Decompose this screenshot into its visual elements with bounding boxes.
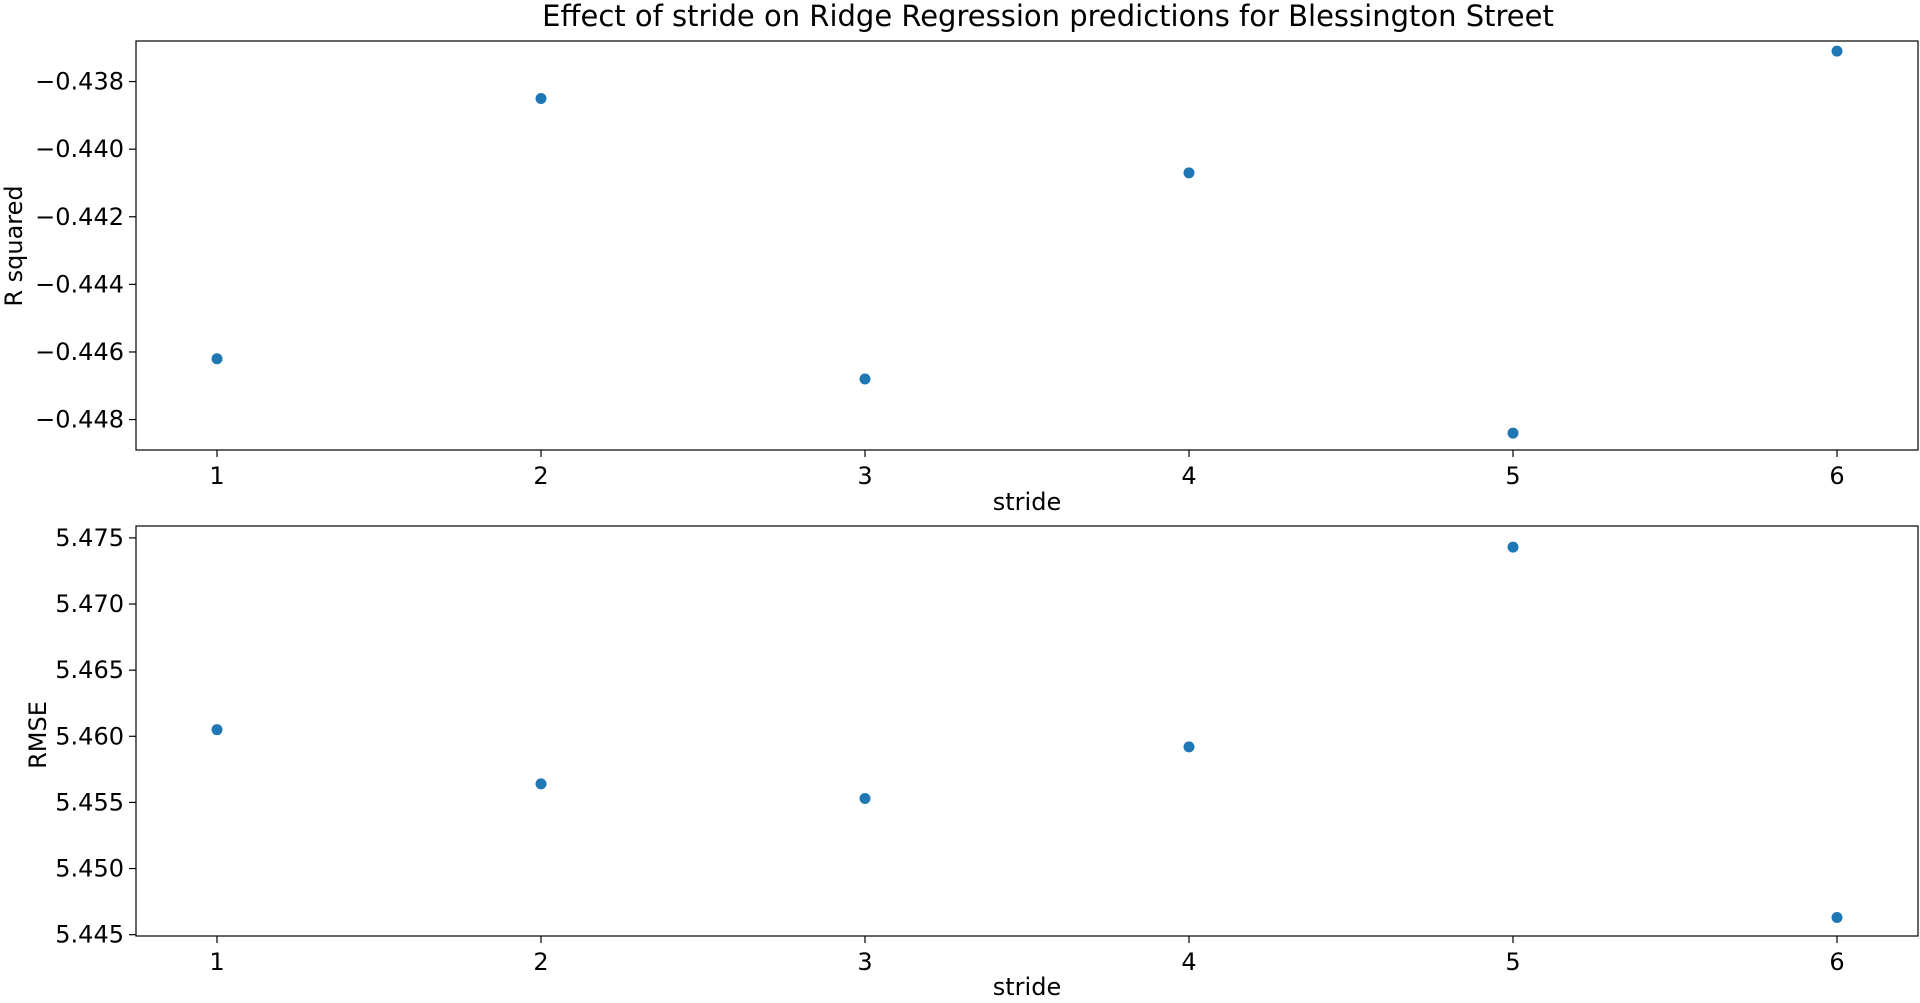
r-squared-data-point	[1183, 167, 1195, 179]
rmse-x-ticks: 1 2 3 4 5 6	[209, 936, 1845, 976]
r-squared-data-point	[1831, 45, 1843, 57]
r-squared-y-tick-label: −0.444	[35, 270, 124, 298]
rmse-x-tick-label: 5	[1505, 948, 1520, 976]
rmse-data-point	[859, 792, 871, 804]
r-squared-x-tick-label: 5	[1505, 462, 1520, 490]
rmse-x-axis-label: stride	[993, 973, 1061, 1001]
rmse-y-tick-label: 5.450	[55, 855, 124, 883]
r-squared-y-tick-label: −0.438	[35, 68, 124, 96]
rmse-plot-area	[135, 525, 1919, 937]
rmse-data-point	[1507, 541, 1519, 553]
rmse-data-point	[1183, 741, 1195, 753]
rmse-data-point	[535, 778, 547, 790]
r-squared-y-tick-label: −0.448	[35, 406, 124, 434]
rmse-y-axis-label: RMSE	[24, 701, 52, 769]
r-squared-x-tick-label: 2	[533, 462, 548, 490]
rmse-x-tick-label: 3	[857, 948, 872, 976]
rmse-y-tick-label: 5.475	[55, 524, 124, 552]
rmse-y-tick-label: 5.470	[55, 590, 124, 618]
rmse-x-tick-label: 1	[209, 948, 224, 976]
r-squared-plot-area	[135, 40, 1919, 451]
r-squared-y-tick-label: −0.440	[35, 135, 124, 163]
r-squared-x-tick-label: 1	[209, 462, 224, 490]
rmse-y-tick-label: 5.465	[55, 656, 124, 684]
rmse-y-tick-label: 5.445	[55, 921, 124, 949]
r-squared-data-point	[211, 353, 223, 365]
rmse-data-point	[1831, 911, 1843, 923]
r-squared-data-point	[859, 373, 871, 385]
rmse-y-tick-label: 5.455	[55, 788, 124, 816]
r-squared-points	[211, 45, 1843, 439]
r-squared-y-ticks: −0.448 −0.446 −0.444 −0.442 −0.440 −0.438	[35, 68, 136, 434]
rmse-x-tick-label: 2	[533, 948, 548, 976]
r-squared-data-point	[535, 92, 547, 104]
r-squared-x-ticks: 1 2 3 4 5 6	[209, 450, 1845, 490]
rmse-x-tick-label: 4	[1181, 948, 1196, 976]
rmse-y-ticks: 5.445 5.450 5.455 5.460 5.465 5.470 5.475	[55, 524, 136, 949]
r-squared-y-tick-label: −0.442	[35, 203, 124, 231]
r-squared-x-tick-label: 6	[1829, 462, 1844, 490]
figure-title: Effect of stride on Ridge Regression pre…	[542, 0, 1554, 33]
r-squared-y-axis-label: R squared	[0, 185, 28, 306]
rmse-data-point	[211, 724, 223, 736]
r-squared-x-tick-label: 3	[857, 462, 872, 490]
r-squared-data-point	[1507, 427, 1519, 439]
r-squared-y-tick-label: −0.446	[35, 338, 124, 366]
rmse-y-tick-label: 5.460	[55, 722, 124, 750]
rmse-points	[211, 541, 1843, 923]
r-squared-x-tick-label: 4	[1181, 462, 1196, 490]
rmse-x-tick-label: 6	[1829, 948, 1844, 976]
r-squared-x-axis-label: stride	[993, 488, 1061, 516]
